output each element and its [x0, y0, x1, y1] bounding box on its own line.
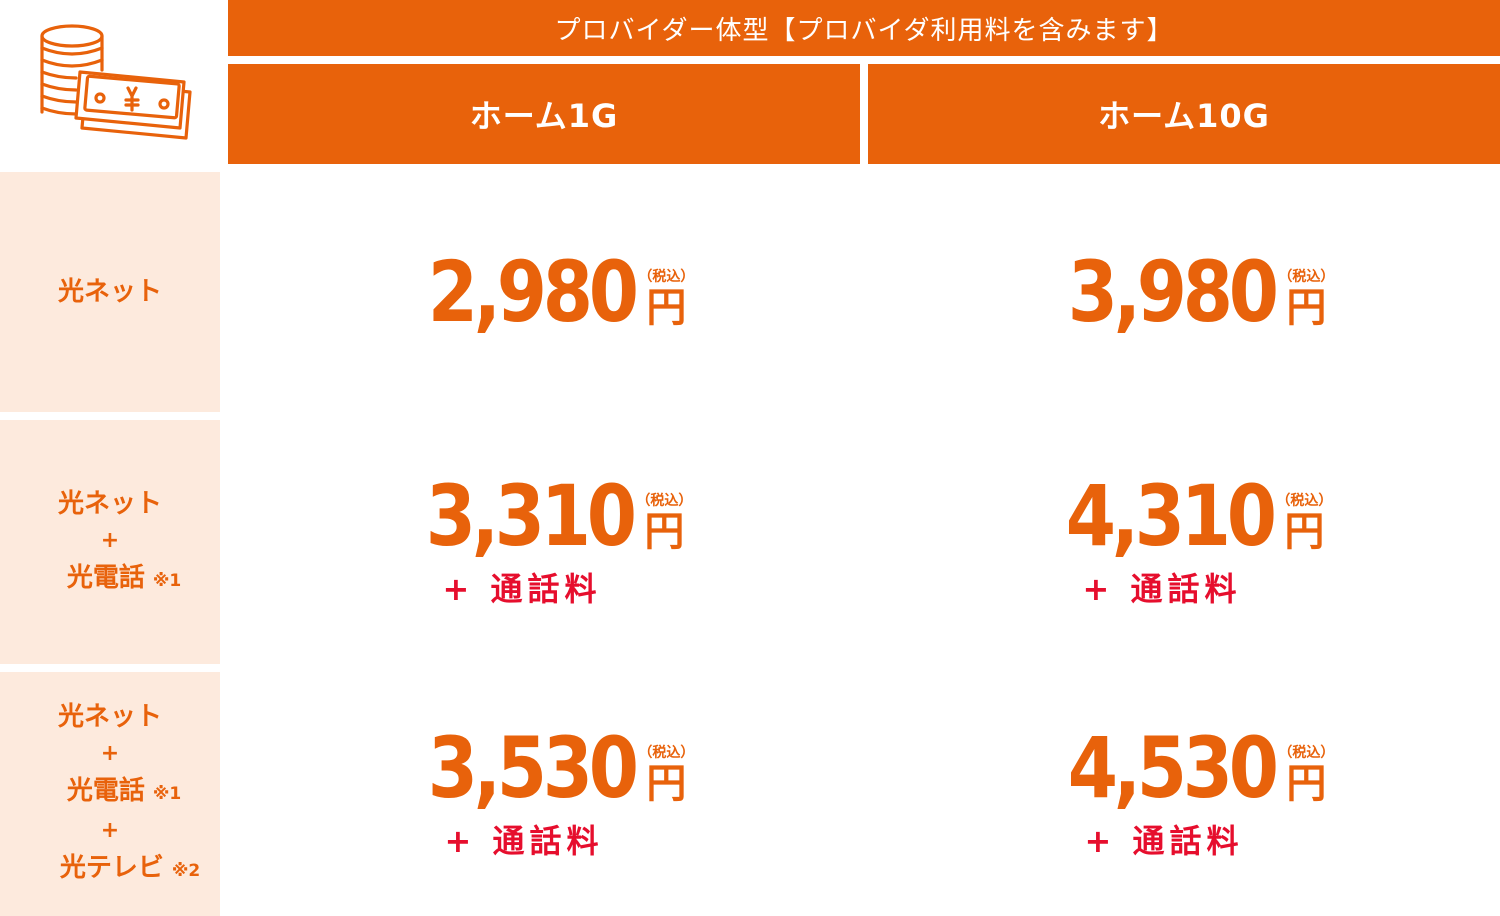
- tax-label: （税込）: [1278, 745, 1335, 761]
- row-label-net-phone: 光ネット + 光電話 ※1: [0, 420, 220, 664]
- row-label-line: 光ネット: [57, 277, 162, 307]
- tax-label: （税込）: [1276, 493, 1333, 509]
- row-label-line: 光ネット: [57, 702, 162, 732]
- plan-header-home10g: ホーム10G: [868, 64, 1500, 164]
- money-coins-icon: [28, 16, 200, 156]
- plan-header-home1g: ホーム1G: [228, 64, 860, 164]
- price: 3,530 （税込）円: [394, 719, 695, 817]
- price-cell: 3,980 （税込）円: [866, 172, 1500, 412]
- tax-label: （税込）: [638, 269, 695, 285]
- call-fee-note: + 通話料: [442, 570, 602, 608]
- yen-unit: 円: [1286, 285, 1327, 331]
- price-cell: 3,310 （税込）円 + 通話料: [224, 420, 860, 664]
- yen-unit: 円: [646, 285, 687, 331]
- tax-label: （税込）: [638, 745, 695, 761]
- row-label-net: 光ネット: [0, 172, 220, 412]
- call-fee-note: + 通話料: [1082, 570, 1242, 608]
- footnote-mark: ※1: [152, 784, 182, 804]
- yen-unit: 円: [646, 761, 687, 807]
- tax-label: （税込）: [636, 493, 693, 509]
- row-label-line: 光ネット: [57, 488, 162, 519]
- price: 3,310 （税込）円: [392, 467, 693, 565]
- price: 3,980 （税込）円: [1034, 243, 1335, 341]
- price-cell: 4,310 （税込）円 + 通話料: [864, 420, 1500, 664]
- price-amount: 4,530: [1067, 719, 1278, 817]
- row-label-plus: +: [100, 818, 120, 843]
- plan-category-header: プロバイダー体型【プロバイダ利用料を含みます】: [228, 0, 1500, 56]
- row-label-net-phone-tv: 光ネット + 光電話 ※1 + 光テレビ ※2: [0, 672, 220, 916]
- tax-label: （税込）: [1278, 269, 1335, 285]
- price-amount: 3,310: [425, 467, 636, 565]
- price-amount: 3,530: [427, 719, 638, 817]
- yen-unit: 円: [1284, 509, 1325, 555]
- footnote-mark: ※2: [171, 861, 201, 881]
- row-label-line: 光電話 ※1: [67, 772, 181, 813]
- price-amount: 3,980: [1067, 243, 1278, 341]
- row-label-plus: +: [100, 527, 120, 553]
- price-cell: 4,530 （税込）円 + 通話料: [866, 672, 1500, 916]
- row-label-plus: +: [100, 741, 120, 766]
- yen-unit: 円: [644, 509, 685, 555]
- price: 4,310 （税込）円: [1032, 467, 1333, 565]
- call-fee-note: + 通話料: [1084, 822, 1244, 860]
- price: 4,530 （税込）円: [1034, 719, 1335, 817]
- row-label-line: 光テレビ ※2: [60, 849, 200, 890]
- price-amount: 4,310: [1065, 467, 1276, 565]
- price-amount: 2,980: [427, 243, 638, 341]
- yen-unit: 円: [1286, 761, 1327, 807]
- call-fee-note: + 通話料: [444, 822, 604, 860]
- row-label-line: 光電話 ※1: [67, 559, 181, 600]
- price-cell: 3,530 （税込）円 + 通話料: [226, 672, 862, 916]
- price-cell: 2,980 （税込）円: [226, 172, 862, 412]
- footnote-mark: ※1: [152, 570, 182, 591]
- price: 2,980 （税込）円: [394, 243, 695, 341]
